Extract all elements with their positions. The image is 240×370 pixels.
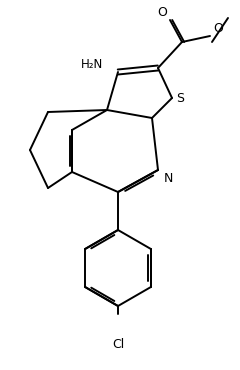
Text: H₂N: H₂N bbox=[81, 57, 103, 71]
Text: O: O bbox=[157, 6, 167, 18]
Text: S: S bbox=[176, 91, 184, 104]
Text: Cl: Cl bbox=[112, 339, 124, 352]
Text: N: N bbox=[163, 172, 173, 185]
Text: O: O bbox=[213, 21, 223, 34]
